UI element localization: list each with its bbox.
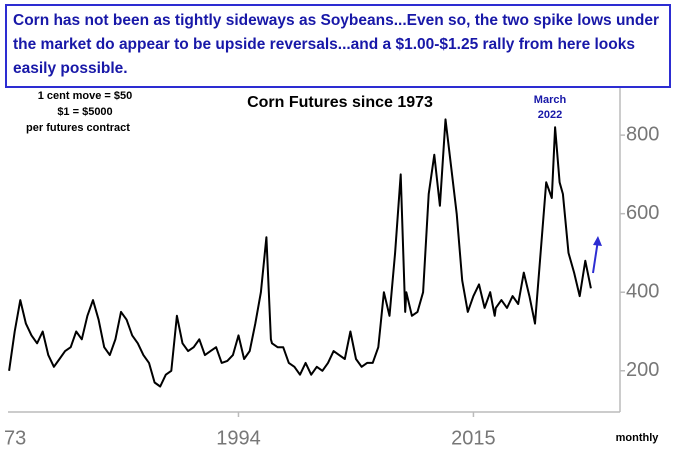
y-tick-label: 200 <box>626 359 659 381</box>
x-tick-label: 1994 <box>216 427 261 449</box>
y-tick-label: 400 <box>626 280 659 302</box>
annotation: 1 cent move = $50 <box>38 90 132 102</box>
annotation: March <box>534 94 567 106</box>
annotation: 2022 <box>538 109 562 121</box>
y-tick-label: 600 <box>626 202 659 224</box>
chart-title: Corn Futures since 1973 <box>247 94 433 111</box>
annotation: monthly <box>616 432 660 444</box>
header-note: Corn has not been as tightly sideways as… <box>5 4 671 88</box>
arrow <box>592 236 602 274</box>
y-tick-label: 800 <box>626 123 659 145</box>
price-line <box>8 118 592 388</box>
x-tick-label: 73 <box>4 427 26 449</box>
annotation: $1 = $5000 <box>57 106 112 118</box>
annotation: per futures contract <box>26 122 130 134</box>
x-tick-label: 2015 <box>451 427 496 449</box>
